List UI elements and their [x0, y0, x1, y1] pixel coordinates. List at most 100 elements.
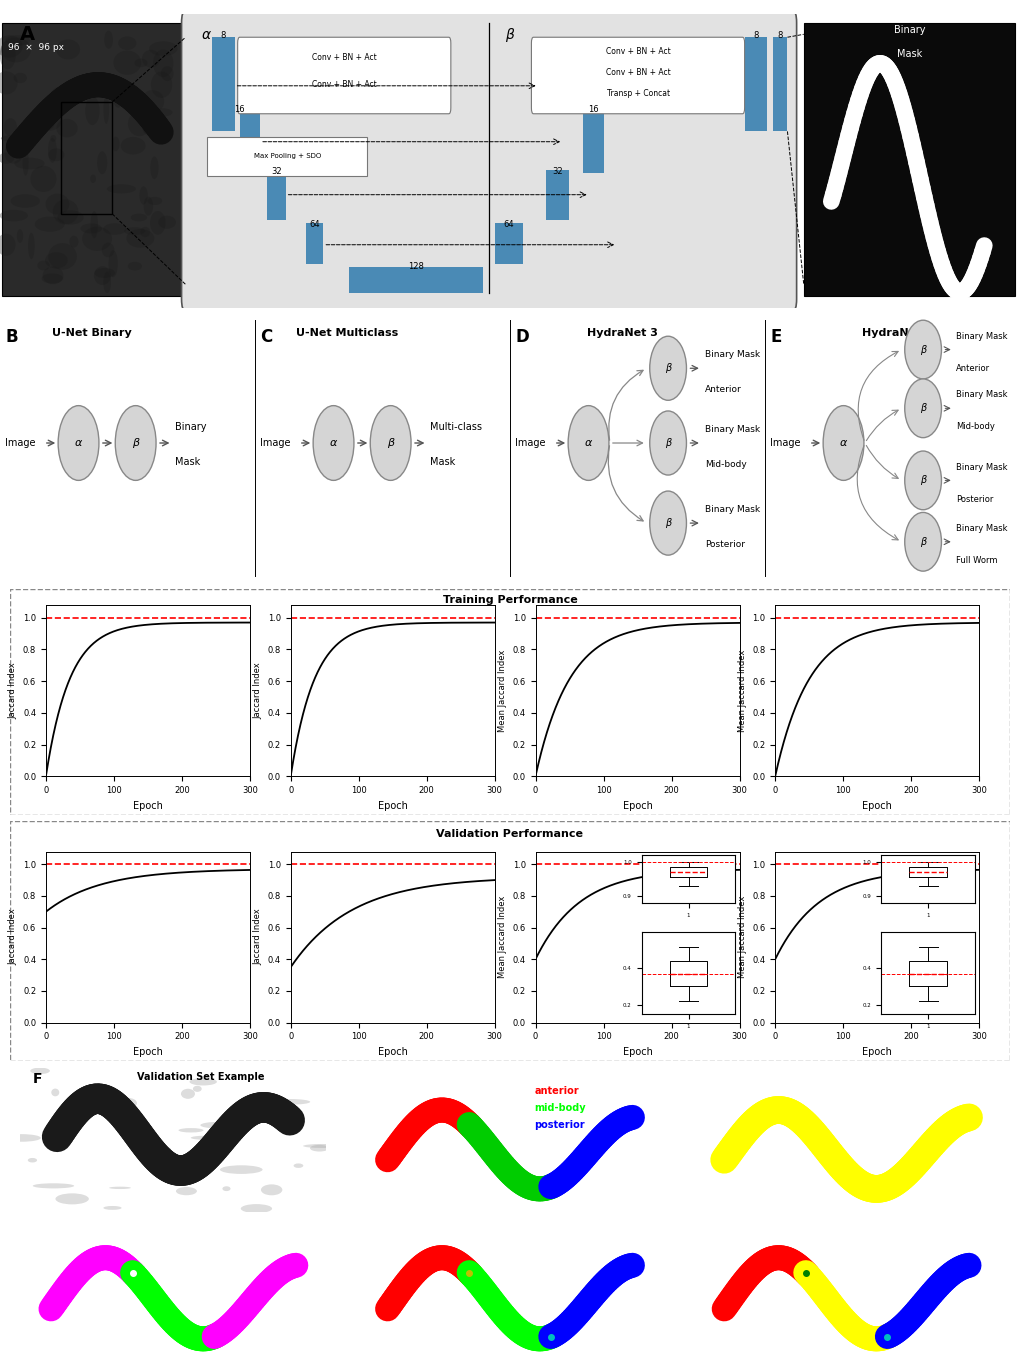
Ellipse shape	[269, 1099, 310, 1105]
Y-axis label: Mean Jaccard Index: Mean Jaccard Index	[737, 649, 746, 732]
Ellipse shape	[50, 136, 56, 142]
Text: Binary: Binary	[894, 26, 924, 36]
Ellipse shape	[149, 41, 177, 56]
Text: B: B	[5, 329, 17, 346]
Text: Binary Mask: Binary Mask	[704, 350, 759, 360]
Ellipse shape	[178, 1128, 204, 1132]
Ellipse shape	[822, 405, 863, 481]
Ellipse shape	[127, 111, 151, 136]
Ellipse shape	[43, 267, 63, 285]
Text: β: β	[132, 438, 139, 448]
Ellipse shape	[143, 119, 168, 137]
Text: 128: 128	[408, 263, 424, 271]
Text: Max Pooling + SDO: Max Pooling + SDO	[254, 153, 321, 159]
Y-axis label: Mean Jaccard Index: Mean Jaccard Index	[497, 649, 506, 732]
Ellipse shape	[161, 66, 173, 81]
Ellipse shape	[4, 118, 17, 136]
Text: Mid-body: Mid-body	[704, 460, 746, 468]
Text: HydraNet 3: HydraNet 3	[586, 329, 657, 338]
Ellipse shape	[293, 1164, 303, 1168]
Ellipse shape	[153, 49, 173, 77]
Text: β: β	[919, 345, 925, 355]
Text: Binary Mask: Binary Mask	[955, 524, 1006, 533]
Bar	[306, 223, 323, 264]
Ellipse shape	[55, 1194, 89, 1205]
Text: α: α	[202, 29, 211, 42]
Text: Posterior: Posterior	[704, 539, 744, 549]
Text: β: β	[504, 29, 514, 42]
Ellipse shape	[102, 242, 114, 257]
Ellipse shape	[150, 211, 165, 234]
Text: Binary: Binary	[175, 422, 207, 433]
Text: Anterior: Anterior	[955, 364, 988, 372]
Text: Transp + Concat: Transp + Concat	[606, 89, 669, 97]
Ellipse shape	[48, 244, 76, 270]
Ellipse shape	[4, 142, 23, 163]
Ellipse shape	[97, 151, 107, 174]
Text: A: A	[20, 26, 36, 44]
Text: Multi-class: Multi-class	[430, 422, 482, 433]
Ellipse shape	[313, 405, 354, 481]
Ellipse shape	[124, 227, 145, 235]
Ellipse shape	[118, 1127, 137, 1134]
Text: Binary Mask: Binary Mask	[955, 331, 1006, 341]
Ellipse shape	[103, 271, 111, 293]
Text: Posterior: Posterior	[955, 494, 993, 504]
Ellipse shape	[0, 209, 28, 222]
Ellipse shape	[83, 227, 112, 251]
Text: G: G	[369, 1072, 380, 1086]
Ellipse shape	[120, 137, 146, 155]
Text: 8: 8	[752, 31, 758, 40]
Text: β: β	[919, 404, 925, 413]
Y-axis label: Jaccard Index: Jaccard Index	[8, 909, 17, 965]
Ellipse shape	[81, 223, 102, 234]
Ellipse shape	[31, 1068, 50, 1075]
Ellipse shape	[130, 214, 147, 222]
X-axis label: Epoch: Epoch	[377, 801, 408, 810]
Ellipse shape	[904, 450, 941, 509]
Text: 8: 8	[220, 31, 226, 40]
Text: 16: 16	[588, 105, 598, 114]
Text: H: H	[705, 1072, 716, 1086]
Bar	[348, 267, 483, 293]
Ellipse shape	[158, 216, 176, 229]
Text: HydraNet 4: HydraNet 4	[861, 329, 932, 338]
Ellipse shape	[57, 211, 84, 225]
Ellipse shape	[90, 175, 96, 183]
Ellipse shape	[310, 1144, 328, 1151]
Ellipse shape	[568, 405, 608, 481]
Text: Mask: Mask	[430, 457, 455, 467]
Y-axis label: Mean Jaccard Index: Mean Jaccard Index	[737, 895, 746, 979]
Ellipse shape	[117, 1098, 125, 1103]
Ellipse shape	[48, 138, 57, 163]
FancyBboxPatch shape	[207, 137, 367, 175]
Ellipse shape	[109, 1187, 130, 1190]
Text: J: J	[369, 1218, 374, 1232]
Ellipse shape	[95, 268, 115, 278]
Ellipse shape	[150, 120, 163, 136]
Text: U-Net Binary: U-Net Binary	[52, 329, 131, 338]
Ellipse shape	[103, 1206, 121, 1210]
Ellipse shape	[113, 51, 141, 75]
Ellipse shape	[1, 136, 23, 141]
FancyBboxPatch shape	[237, 37, 450, 114]
Text: Conv + BN + Act: Conv + BN + Act	[605, 48, 671, 56]
Text: α: α	[74, 438, 83, 448]
Ellipse shape	[10, 194, 40, 208]
Ellipse shape	[148, 197, 162, 205]
Ellipse shape	[112, 137, 119, 151]
Ellipse shape	[33, 1183, 74, 1188]
Ellipse shape	[31, 166, 56, 192]
Ellipse shape	[53, 200, 78, 225]
Ellipse shape	[48, 148, 64, 162]
Ellipse shape	[38, 260, 50, 270]
Text: 64: 64	[310, 219, 320, 229]
Ellipse shape	[649, 411, 686, 475]
Bar	[267, 170, 285, 219]
Ellipse shape	[119, 1098, 137, 1109]
Text: F: F	[33, 1072, 42, 1086]
Ellipse shape	[240, 1205, 272, 1213]
Ellipse shape	[13, 73, 26, 84]
Text: U-Net Binary: U-Net Binary	[809, 1072, 879, 1082]
Bar	[803, 22, 1014, 296]
